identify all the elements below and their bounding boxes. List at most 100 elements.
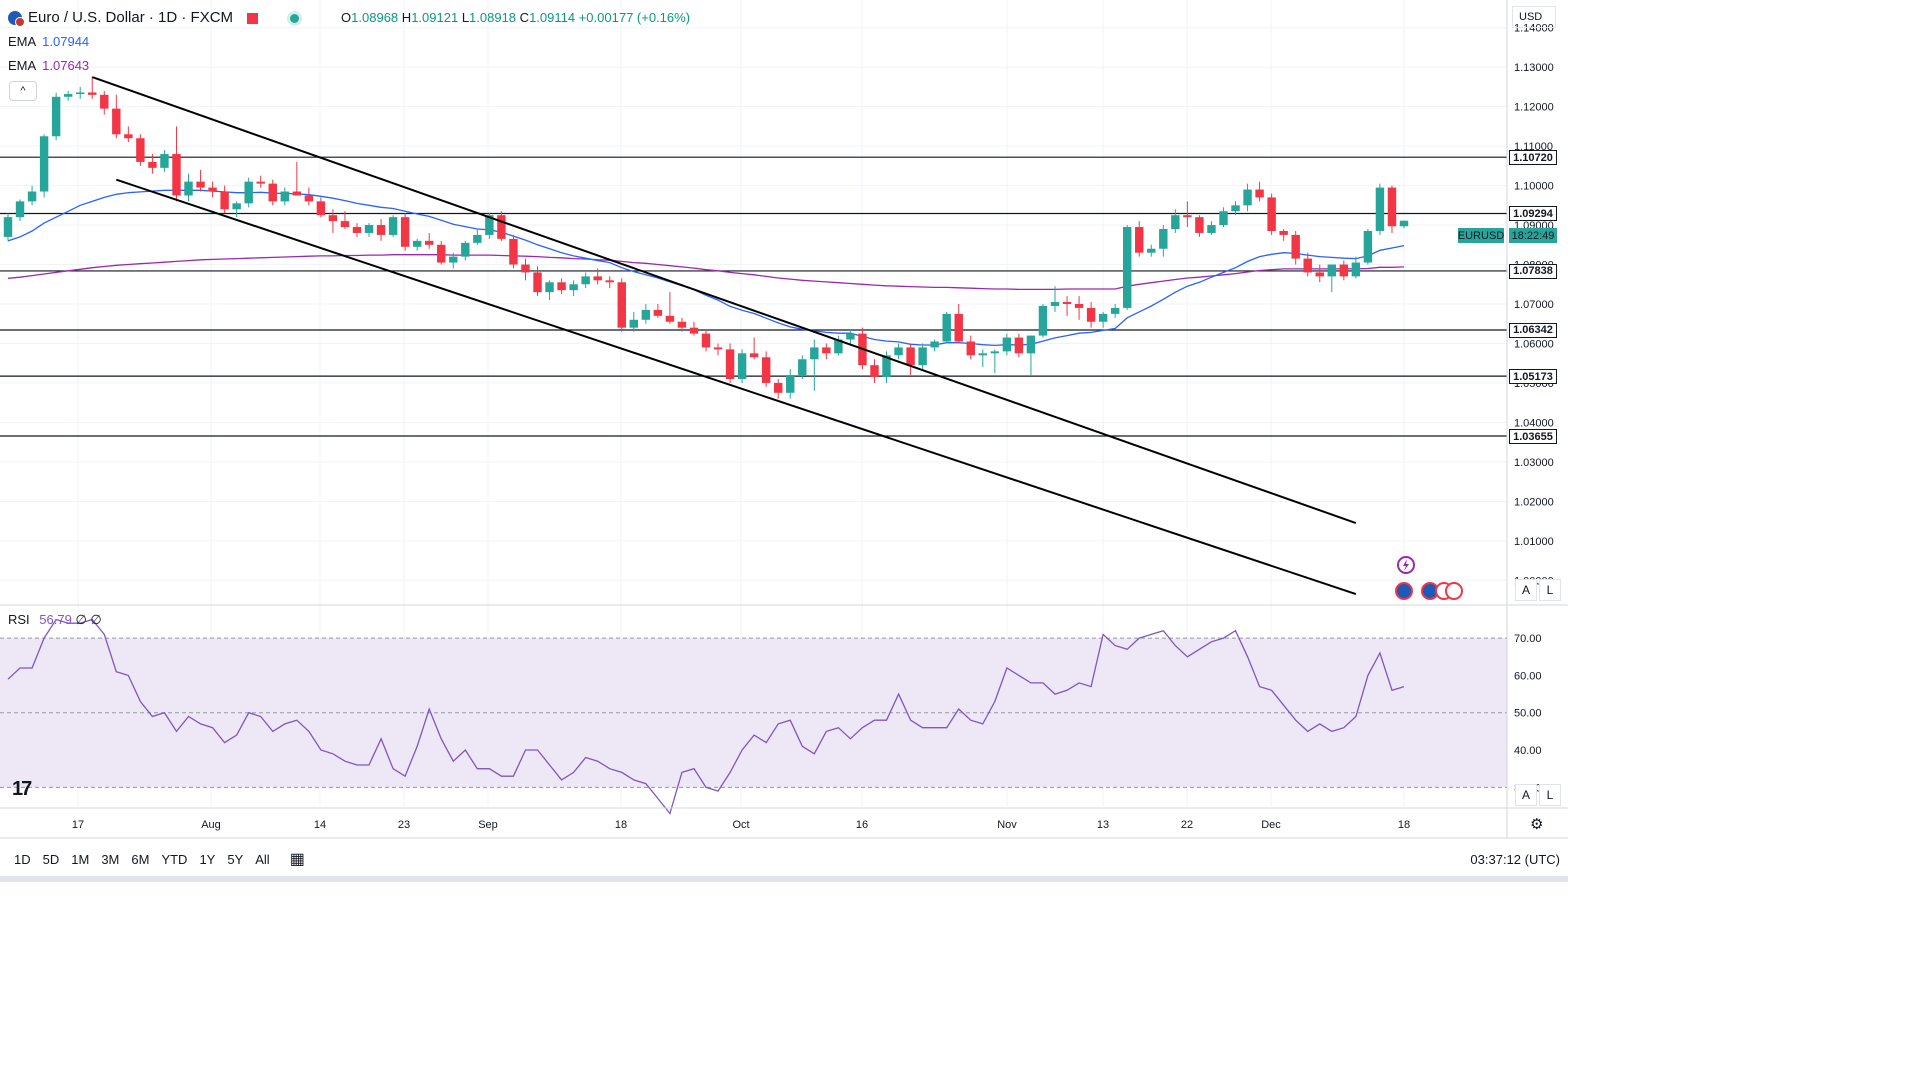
candle-body xyxy=(196,181,205,188)
candle-body xyxy=(954,313,963,342)
candle-body xyxy=(713,347,723,350)
candle-body xyxy=(328,215,338,222)
settings-icon[interactable]: ⚙ xyxy=(1530,816,1544,833)
bottom-toolbar: 1D 5D 1M 3M 6M YTD 1Y 5Y All ▦ 03:37:12 (UTC) xyxy=(0,842,1568,876)
open-value: 1.08968 xyxy=(351,10,399,25)
candle xyxy=(88,77,97,99)
candle xyxy=(304,187,314,206)
candle xyxy=(545,280,554,301)
timeframe-button-5y[interactable]: 5Y xyxy=(227,851,244,867)
candle xyxy=(1207,221,1216,235)
candle-body xyxy=(51,96,61,137)
lightning-glyph xyxy=(1403,559,1409,571)
candle-body xyxy=(1219,211,1228,226)
candle xyxy=(376,219,386,241)
candle xyxy=(1135,221,1144,257)
timeframe-button-1m[interactable]: 1M xyxy=(71,851,90,867)
candle-body xyxy=(1014,337,1024,354)
economic-events[interactable] xyxy=(1394,555,1464,605)
high-value: 1.09121 xyxy=(411,10,459,25)
candle-body xyxy=(424,240,434,245)
candle xyxy=(954,304,963,344)
candle-body xyxy=(1303,258,1312,273)
candle xyxy=(870,359,879,383)
eu-event-icon[interactable] xyxy=(1395,582,1413,600)
timeframe-button-1y[interactable]: 1Y xyxy=(199,851,216,867)
candle xyxy=(112,94,121,139)
log-scale-button[interactable]: L xyxy=(1539,579,1561,601)
time-axis-ticks: 17 Aug 14 23 Sep 18 Oct 16 Nov 13 22 Dec 18 xyxy=(72,819,1410,831)
candle-body xyxy=(1135,227,1144,253)
timeframe-button-6m[interactable]: 6M xyxy=(131,851,150,867)
candle xyxy=(220,185,229,214)
candle xyxy=(1255,181,1264,202)
flag-marker-icon[interactable] xyxy=(247,12,259,24)
candle-body xyxy=(124,134,133,139)
candle xyxy=(27,185,37,206)
candle-body xyxy=(1086,307,1096,322)
candle-body xyxy=(1327,264,1337,277)
candle xyxy=(268,179,277,206)
candle-body xyxy=(100,94,109,109)
candle xyxy=(617,278,626,332)
chart-canvas[interactable]: 1.140001.130001.120001.110001.100001.090… xyxy=(0,0,1568,882)
candle xyxy=(1363,229,1373,265)
clock[interactable]: 03:37:12 (UTC) xyxy=(1470,851,1560,867)
candle-body xyxy=(725,349,735,379)
currency-selector[interactable]: USD xyxy=(1512,6,1556,28)
timeframe-button-ytd[interactable]: YTD xyxy=(161,851,188,867)
rsi-log-scale-button[interactable]: L xyxy=(1539,784,1561,806)
candle xyxy=(63,90,73,101)
status-strip xyxy=(0,876,1568,882)
candle-body xyxy=(810,347,819,360)
auto-scale-button[interactable]: A xyxy=(1515,579,1537,601)
candle xyxy=(51,92,61,141)
candle xyxy=(424,232,434,249)
rsi-reference-lines xyxy=(0,637,1507,788)
candle xyxy=(15,199,25,222)
candle xyxy=(1074,296,1084,320)
candle-body xyxy=(1243,189,1252,206)
candle-body xyxy=(1074,304,1084,308)
candle xyxy=(412,238,422,251)
symbol-title[interactable]: Euro / U.S. Dollar · 1D · FXCM xyxy=(28,9,234,26)
candle-body xyxy=(834,339,843,354)
candle-body xyxy=(160,154,169,168)
candle xyxy=(737,349,747,383)
time-tick-label: 17 xyxy=(72,819,84,831)
lightning-icon[interactable] xyxy=(1397,556,1415,574)
ema1-label[interactable]: EMA xyxy=(8,34,37,49)
timeframe-button-all[interactable]: All xyxy=(255,851,270,867)
date-range-icon[interactable]: ▦ xyxy=(289,851,305,868)
candle-body xyxy=(1098,313,1108,322)
time-tick-label: 22 xyxy=(1181,819,1193,831)
candle-body xyxy=(112,108,121,135)
candle xyxy=(124,126,133,143)
rsi-auto-scale-button[interactable]: A xyxy=(1515,784,1537,806)
tradingview-logo-icon[interactable]: 17 xyxy=(12,778,32,800)
candle xyxy=(1219,207,1228,228)
time-tick-label: 13 xyxy=(1097,819,1109,831)
price-tick-label: 1.01000 xyxy=(1514,536,1554,548)
candle-body xyxy=(749,353,759,358)
candle-body xyxy=(918,347,927,366)
timeframe-button-1d[interactable]: 1D xyxy=(14,851,31,867)
us-event-icon[interactable] xyxy=(1445,582,1463,600)
ema2-label[interactable]: EMA xyxy=(8,58,37,73)
candle-body xyxy=(1267,197,1276,231)
candle xyxy=(449,252,458,269)
collapse-legend-button[interactable]: ^ xyxy=(9,81,37,101)
price-tick-label: 1.03000 xyxy=(1514,457,1554,469)
candle-body xyxy=(798,359,807,376)
market-open-status-icon[interactable] xyxy=(290,13,300,23)
level-price-badge: 1.09294 xyxy=(1509,206,1557,222)
timeframe-button-3m[interactable]: 3M xyxy=(101,851,120,867)
candle xyxy=(473,229,482,245)
rsi-line xyxy=(7,618,1405,815)
timeframe-button-5d[interactable]: 5D xyxy=(42,851,60,867)
candle-body xyxy=(1375,187,1385,231)
candle-body xyxy=(1062,302,1072,304)
rsi-label[interactable]: RSI xyxy=(8,612,30,627)
candle-body xyxy=(232,203,241,210)
